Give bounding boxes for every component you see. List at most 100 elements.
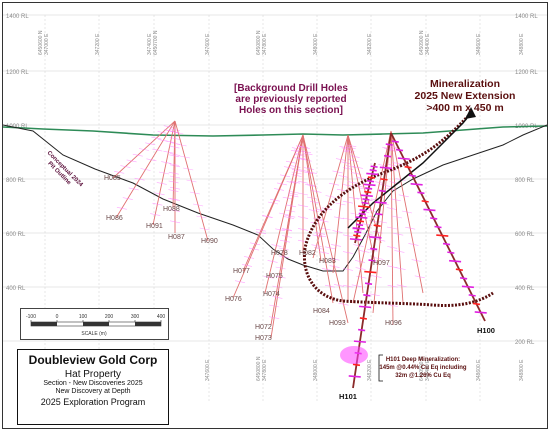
background-callout: [Background Drill Holes are previously r… [234, 83, 348, 116]
assay-interval [349, 155, 360, 158]
assay-interval [193, 203, 204, 207]
rl-label-200-right: 200 RL [515, 340, 535, 346]
assay-interval [291, 169, 303, 172]
assay-interval [297, 180, 309, 184]
hole-label-h088: H088 [163, 206, 180, 213]
easting-labels-top: 6450600 N 347000 E 347200 E 347400 E 6450700… [38, 30, 525, 55]
assay-interval [346, 144, 357, 148]
assay-interval [297, 228, 309, 231]
topography-line [3, 125, 547, 137]
assay-interval [152, 202, 163, 206]
assay-interval [338, 302, 349, 306]
assay-interval [189, 191, 200, 195]
assay-interval [168, 180, 179, 184]
assay-interval [369, 293, 380, 297]
assay-interval [168, 163, 180, 166]
assay-interval [342, 251, 354, 254]
assay-interval [333, 216, 345, 220]
easting-label-top: 348000 E [313, 33, 319, 55]
mineralized-interval [359, 317, 367, 320]
scale-bar-box: -100 0 100 200 300 400 SCALE (m) [20, 308, 169, 340]
assay-interval [342, 200, 354, 204]
cross-section-map: 1400 RL 1200 RL 1000 RL 800 RL 600 RL 40… [3, 14, 547, 403]
assay-interval [306, 196, 318, 200]
scale-tick-label: 100 [79, 314, 88, 320]
assay-interval [347, 181, 358, 184]
assay-interval [342, 234, 354, 238]
mineralized-interval [368, 259, 376, 262]
mineralized-interval [421, 200, 429, 203]
assay-interval [315, 234, 327, 238]
easting-label-bottom: 6450800 N [256, 356, 262, 381]
assay-interval [132, 153, 143, 157]
assay-interval [145, 142, 156, 146]
assay-interval [396, 284, 407, 288]
mineralized-interval [365, 187, 373, 190]
assay-interval [255, 231, 267, 235]
assay-interval [297, 204, 309, 208]
assay-interval [120, 165, 131, 168]
hole-label-h074: H074 [263, 291, 280, 298]
background-callout-line1: [Background Drill Holes [234, 83, 348, 94]
assay-interval [328, 182, 340, 186]
mineralized-interval [364, 282, 373, 285]
assay-interval [345, 146, 356, 150]
mineralized-interval [468, 294, 476, 297]
assay-interval [163, 150, 174, 154]
rl-label-600-right: 600 RL [515, 232, 535, 238]
rl-label-1200-right: 1200 RL [515, 70, 538, 76]
assay-interval [338, 175, 349, 178]
assay-interval [351, 172, 362, 175]
property-name: Hat Property [64, 369, 122, 380]
mineralized-interval [460, 276, 468, 280]
assay-interval [333, 284, 345, 287]
mineralized-interval [352, 227, 365, 230]
mineralized-interval [434, 225, 442, 229]
assay-interval [335, 158, 347, 161]
easting-label-bottom: 348000 E [313, 359, 319, 381]
assay-interval [321, 268, 333, 271]
assay-interval [373, 257, 384, 260]
assay-interval [275, 266, 286, 270]
rl-label-800: 800 RL [6, 178, 26, 184]
assay-interval [303, 171, 314, 175]
assay-interval [320, 227, 331, 231]
assay-interval [341, 147, 352, 151]
scale-tick-label: -100 [26, 314, 36, 320]
section-line2: New Discovery at Depth [55, 388, 131, 395]
easting-label-top: 348600 E [476, 33, 482, 55]
assay-interval [302, 152, 313, 156]
mineralized-interval [378, 189, 386, 193]
mineralized-interval [391, 140, 399, 143]
rl-label-600: 600 RL [6, 232, 26, 238]
assay-interval [157, 131, 168, 134]
mineralized-interval [363, 293, 371, 297]
mineralized-interval [359, 305, 372, 309]
assay-interval [318, 251, 330, 254]
assay-interval [318, 219, 329, 223]
mineralized-interval [358, 212, 366, 216]
assay-interval [281, 235, 293, 238]
assay-interval [283, 216, 295, 219]
assay-interval [199, 227, 210, 231]
mineralized-interval [370, 165, 378, 168]
mineralized-interval [430, 217, 438, 220]
assay-interval [273, 188, 285, 191]
deep-callout-line2: 145m @0.44% Cu Eq including [379, 365, 467, 371]
scale-tick-label: 200 [105, 314, 114, 320]
rl-label-1400: 1400 RL [6, 14, 29, 20]
hole-label-h073: H073 [255, 335, 272, 342]
assay-interval [169, 186, 181, 190]
easting-label-top: 6450700 N [153, 30, 159, 55]
pit-outline [3, 124, 547, 272]
assay-interval [350, 212, 361, 216]
assay-interval [414, 275, 425, 279]
assay-interval [305, 184, 316, 187]
assay-interval [263, 275, 274, 279]
mineralized-interval [374, 201, 387, 204]
easting-label-top: 348800 E [519, 33, 525, 55]
assay-interval [262, 215, 274, 218]
assay-interval [342, 268, 354, 271]
assay-interval [249, 242, 261, 246]
